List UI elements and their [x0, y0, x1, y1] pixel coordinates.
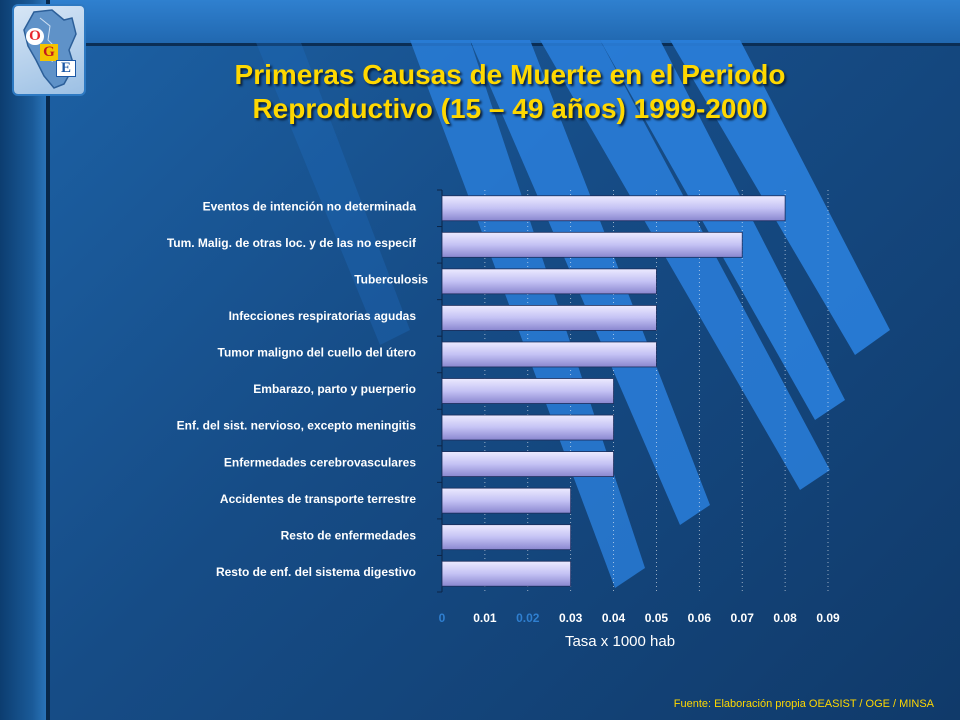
x-tick-label: 0.02 — [516, 611, 540, 625]
title-line-1: Primeras Causas de Muerte en el Periodo — [234, 59, 786, 90]
category-label: Tumor maligno del cuello del útero — [218, 346, 416, 360]
category-label: Enf. del sist. nervioso, excepto meningi… — [177, 419, 417, 433]
bar — [441, 378, 614, 404]
category-label: Embarazo, parto y puerperio — [253, 382, 416, 396]
category-label: Eventos de intención no determinada — [203, 199, 417, 213]
category-label: Infecciones respiratorias agudas — [229, 309, 417, 323]
category-label: Resto de enf. del sistema digestivo — [216, 565, 416, 579]
bar — [441, 268, 657, 295]
left-band-edge — [46, 0, 50, 720]
x-tick-label: 0 — [439, 611, 446, 625]
diagonal-stripe — [600, 40, 845, 420]
x-tick-label: 0.03 — [559, 611, 583, 625]
diagonal-stripe — [255, 40, 410, 345]
source-note: Fuente: Elaboración propia OEASIST / OGE… — [673, 698, 934, 710]
x-tick-label: 0.01 — [473, 611, 497, 625]
x-tick-label: 0.05 — [645, 611, 669, 625]
x-tick-label: 0.08 — [773, 611, 797, 625]
bar — [441, 524, 572, 551]
category-label: Tum. Malig. de otras loc. y de las no es… — [167, 236, 417, 250]
x-tick-label: 0.04 — [602, 611, 626, 625]
left-decorative-band — [0, 0, 46, 720]
category-label: Resto de enfermedades — [281, 528, 417, 542]
diagonal-stripe — [540, 40, 830, 490]
logo-letter-o: O — [26, 28, 44, 45]
title-line-2: Reproductivo (15 – 49 años) 1999-2000 — [252, 93, 768, 124]
logo-letter-e: E — [56, 60, 76, 77]
bar — [441, 414, 614, 441]
slide-title: Primeras Causas de Muerte en el Periodo … — [130, 58, 890, 126]
x-tick-label: 0.06 — [688, 611, 712, 625]
x-tick-label: 0.09 — [816, 611, 840, 625]
bar — [441, 305, 657, 331]
x-tick-label: 0.07 — [731, 611, 755, 625]
bar — [441, 231, 743, 258]
bar — [441, 341, 657, 368]
bar — [441, 487, 572, 514]
category-label: Enfermedades cerebrovasculares — [224, 455, 416, 469]
bar — [441, 560, 572, 587]
oge-logo: O G E — [14, 6, 84, 94]
bar — [441, 451, 614, 477]
bar — [441, 195, 786, 222]
x-axis-title: Tasa x 1000 hab — [565, 633, 675, 650]
top-decorative-band — [50, 0, 960, 43]
category-label: Tuberculosis — [354, 273, 428, 287]
category-label: Accidentes de transporte terrestre — [220, 492, 416, 506]
logo-letter-g: G — [40, 44, 58, 61]
